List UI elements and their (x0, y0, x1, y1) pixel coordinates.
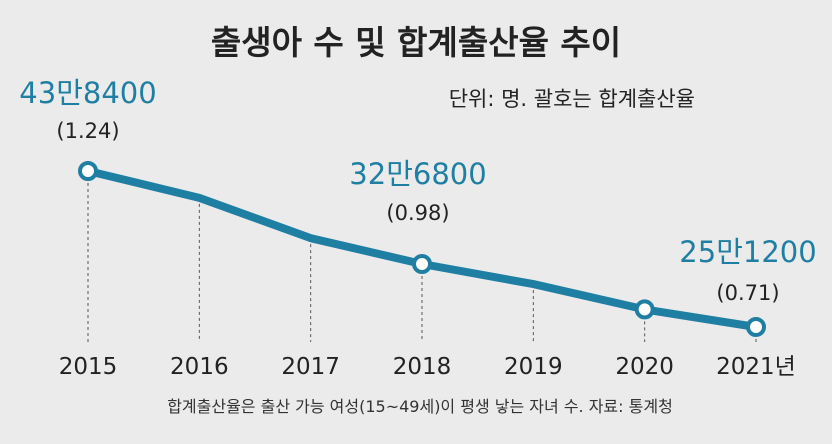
x-tick-label: 2020 (615, 354, 674, 380)
plot-area: 2015 2016 2017 2018 2019 2020 2021년 43만8400 (1.2… (19, 76, 816, 380)
data-point-marker (412, 254, 432, 274)
rate-label: (0.98) (386, 201, 449, 225)
x-tick-label: 2018 (393, 354, 452, 380)
series-line (84, 167, 760, 331)
data-point-marker (634, 299, 655, 320)
rate-label: (0.71) (716, 281, 779, 305)
data-point-marker (78, 161, 98, 181)
x-tick-label: 2015 (59, 354, 118, 380)
rate-label: (1.24) (56, 119, 119, 143)
data-label: 43만8400 (19, 76, 156, 110)
x-tick-label: 2017 (281, 354, 340, 380)
chart-title: 출생아 수 및 합계출산율 추이 (211, 23, 621, 62)
data-label: 32만6800 (349, 157, 486, 191)
unit-note: 단위: 명. 괄호는 합계출산율 (449, 87, 695, 111)
footnote: 합계출산율은 출산 가능 여성(15~49세)이 평생 낳는 자녀 수. 자료:… (167, 397, 673, 416)
x-tick-label: 2021년 (716, 354, 796, 380)
x-tick-label: 2019 (504, 354, 563, 380)
data-point-marker (746, 317, 766, 337)
data-label: 25만1200 (679, 235, 816, 269)
x-tick-label: 2016 (170, 354, 229, 380)
